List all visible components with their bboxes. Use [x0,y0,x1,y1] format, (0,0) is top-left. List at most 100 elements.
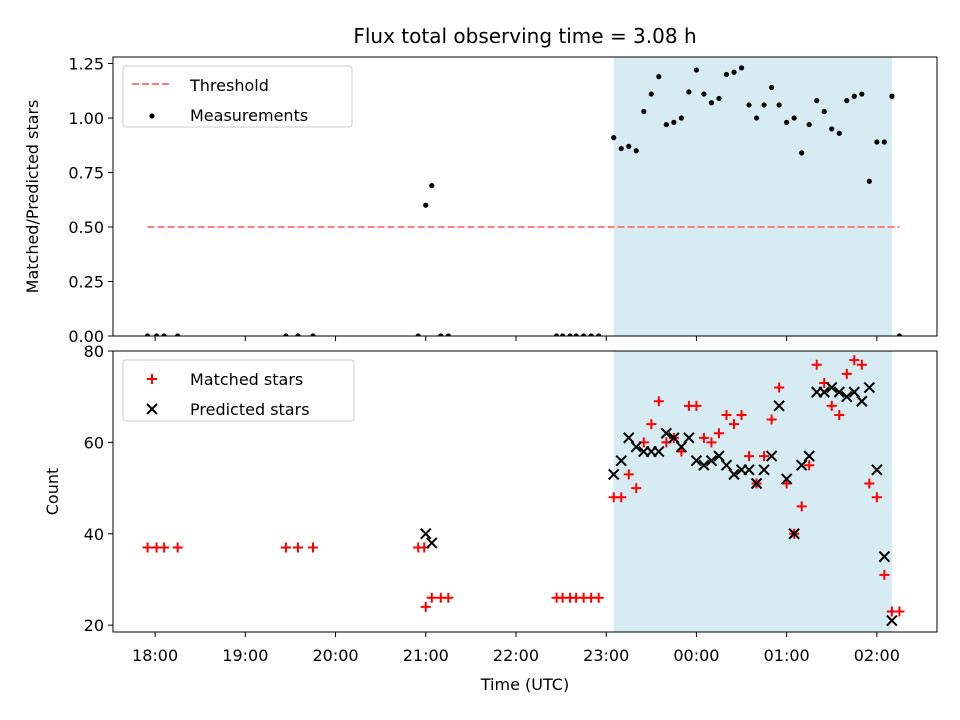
matched-star-point [420,601,431,612]
predicted-star-point [788,528,800,540]
measurement-point [175,333,181,336]
y-tick-label: 0.75 [68,164,104,183]
measurement-point [731,69,737,75]
matched-star-point [280,542,291,553]
y-tick-label: 0.00 [68,327,104,346]
measurement-point [626,143,632,149]
matched-star-point [879,569,890,580]
matched-star-point [736,409,747,420]
matched-star-point [841,368,852,379]
measurement-point [821,108,827,115]
star-count-panel: 20 40 60 80 18:00 19:00 20:00 21:00 22:00 23:00 00… [43,342,938,694]
measurement-point [633,148,639,154]
plot-area [142,355,905,627]
predicted-star-point [826,381,838,394]
predicted-star-point [728,468,740,481]
measurement-point [716,95,722,102]
predicted-star-point [780,473,793,485]
chart-title: Flux total observing time = 3.08 h [353,24,696,48]
predicted-star-point [871,464,883,476]
measurement-point [295,333,301,336]
predicted-star-point [675,441,688,453]
matched-star-point [894,606,905,617]
matched-star-point [172,542,183,553]
y-tick-label: 60 [84,433,104,452]
legend-predicted-swatch [146,403,158,415]
predicted-star-point [653,445,665,458]
matched-star-point [426,592,437,603]
matched-star-point [729,419,740,430]
measurement-point [723,71,730,78]
measurement-point [761,102,767,108]
predicted-star-point [758,464,770,476]
measurement-point [581,333,587,336]
predicted-star-point [803,450,815,462]
legend-label: Threshold [189,76,269,95]
legend-matched-swatch [147,374,157,384]
measurement-point [553,333,560,336]
measurement-point [596,333,602,336]
predicted-star-point [765,450,778,462]
predicted-star-point [833,386,845,398]
matched-star-point [159,542,170,553]
measurement-point [283,333,289,336]
matched-star-point [864,478,875,489]
matched-star-point [796,501,807,512]
measurement-point [859,91,865,97]
predicted-star-point [698,459,710,471]
measurement-point [588,333,594,336]
measurement-point [641,108,647,115]
matched-star-point [698,432,709,443]
measurement-point [844,97,850,104]
plot-area [144,65,903,336]
measurement-point [806,121,812,128]
legend-label: Predicted stars [190,400,310,419]
measurement-point [746,102,752,108]
predicted-star-point [683,432,695,444]
measurement-point [693,67,700,73]
measurement-point [881,139,887,145]
matched-star-point [646,419,657,430]
predicted-star-point [660,427,673,439]
predicted-star-point [856,395,868,407]
x-tick-label: 00:00 [673,646,719,665]
matched-star-point [653,396,664,407]
matched-star-point [292,542,303,553]
matched-star-point [631,483,642,494]
measurement-point [573,333,579,336]
measurement-point [753,115,760,121]
measurement-point [701,91,707,97]
measurement-point [776,102,782,108]
matched-star-point [759,451,770,462]
predicted-star-point [750,477,763,490]
predicted-star-point [426,537,438,549]
predicted-star-point [420,528,432,540]
y-tick-label: 40 [84,525,104,544]
predicted-star-point [878,550,891,563]
axes-frame [112,56,938,337]
matched-star-point [142,542,153,553]
y-axis-label: Count [43,468,62,516]
measurement-point [784,119,790,125]
measurement-point [415,333,421,336]
predicted-star-point [886,614,898,627]
x-tick-label: 18:00 [132,646,178,665]
predicted-star-point [848,386,861,398]
measurement-point [618,145,624,152]
matched-star-point [834,409,845,420]
predicted-star-point [863,381,876,394]
measurement-point [611,135,617,141]
matched-star-point [706,437,717,448]
measurement-point [889,93,895,99]
y-tick-label: 1.25 [68,55,104,74]
measurement-point [836,130,842,136]
measurement-point [671,119,677,125]
flux-ratio-panel: 0.00 0.25 0.50 0.75 1.00 1.25 Matched/Predicte… [23,55,938,346]
measurement-point [445,333,451,336]
measurement-point [814,97,820,104]
observing-window-span [613,57,892,336]
measurement-point [896,333,903,336]
measurement-point [144,333,151,336]
matched-star-point [691,400,702,411]
